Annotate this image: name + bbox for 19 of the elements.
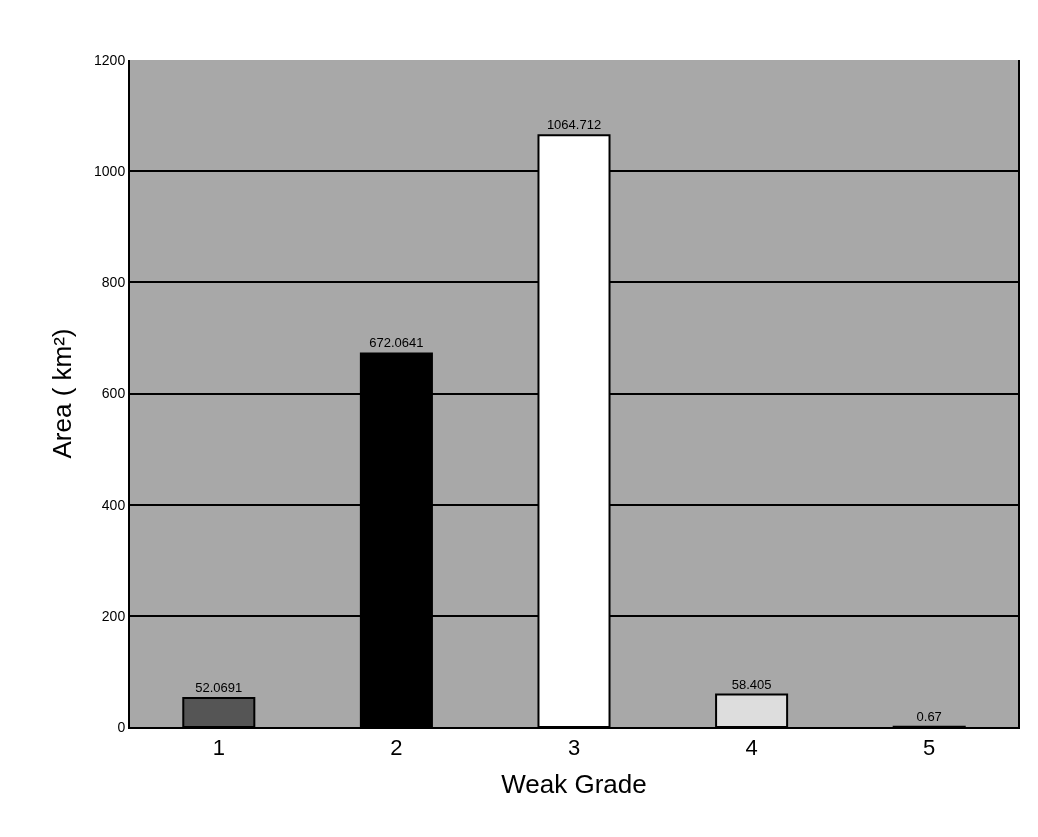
x-tick-label: 5 [923,735,936,761]
y-tick-label: 800 [101,274,126,291]
y-tick-label: 1200 [94,51,126,68]
x-tick-label: 2 [390,735,403,761]
x-tick-label: 4 [745,735,758,761]
y-tick-label: 400 [101,496,126,513]
data-label: 52.0691 [195,680,243,696]
x-tick-label: 3 [567,735,581,761]
y-tick-label: 1000 [94,163,126,180]
data-label: 1064.712 [546,117,602,133]
x-tick-label: 1 [212,735,225,761]
y-tick-label: 600 [101,385,126,402]
data-label: 58.405 [731,676,772,692]
y-axis-title: Area ( km²) [46,328,77,459]
data-label: 672.0641 [369,335,424,351]
data-label: 0.67 [916,708,942,724]
y-tick-label: 200 [101,607,126,624]
y-tick-label: 0 [117,718,126,735]
x-axis-title: Weak Grade [501,768,647,799]
